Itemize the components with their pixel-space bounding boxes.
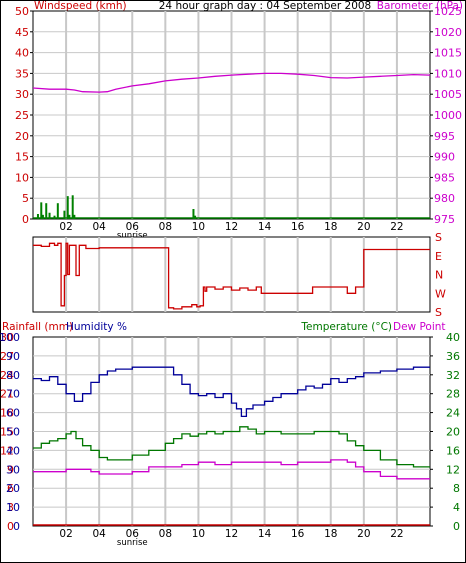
rainfall-y-tick-label: 9: [7, 463, 14, 476]
temp-x-tick-label: 08: [159, 528, 172, 540]
barometer-y-tick-label: 980: [434, 192, 455, 205]
temperature-y-tick-label: 36: [446, 350, 460, 363]
temp-x-tick-label: 10: [192, 528, 205, 540]
temp-x-tick-label: 02: [59, 528, 72, 540]
temperature-y-tick-label: 4: [453, 501, 460, 514]
humidity-y-tick-label: 40: [6, 444, 20, 457]
rainfall-y-tick-label: 30: [0, 331, 14, 344]
temperature-line: [33, 426, 430, 468]
direction-label-s: S: [435, 306, 442, 319]
windspeed-y-tick-label: 40: [15, 47, 29, 60]
temp-x-tick-label: 16: [291, 528, 305, 540]
barometer-y-tick-label: 1020: [434, 26, 462, 39]
humidity-y-tick-label: 70: [6, 388, 20, 401]
rainfall-y-tick-label: 6: [7, 482, 14, 495]
direction-label-w: W: [435, 287, 446, 300]
wind-x-tick-label: 18: [324, 221, 337, 233]
barometer-y-tick-label: 995: [434, 130, 455, 143]
temperature-y-tick-label: 32: [446, 369, 460, 382]
rainfall-axis-title: Rainfall (mm): [2, 321, 73, 333]
humidity-y-tick-label: 20: [6, 482, 20, 495]
humidity-y-tick-label: 100: [0, 331, 20, 344]
direction-label-s: S: [435, 231, 442, 244]
rainfall-y-tick-label: 21: [0, 388, 14, 401]
windspeed-y-tick-label: 50: [15, 5, 29, 18]
barometer-y-tick-label: 990: [434, 151, 455, 164]
rainfall-y-tick-label: 0: [7, 520, 14, 533]
graph-title: 24 hour graph day : 04 September 2008: [159, 0, 371, 12]
temp-x-tick-label: 22: [390, 528, 403, 540]
windspeed-y-tick-label: 20: [15, 130, 29, 143]
temp-x-tick-label: 06: [126, 528, 140, 540]
barometer-y-tick-label: 1015: [434, 47, 462, 60]
temp-sunrise-label: sunrise: [117, 538, 148, 548]
wind-x-tick-label: 10: [192, 221, 205, 233]
barometer-y-tick-label: 1005: [434, 88, 462, 101]
dewpoint-axis-title: Dew Point: [393, 321, 446, 333]
direction-label-n: N: [435, 269, 443, 282]
windspeed-y-tick-label: 5: [22, 192, 29, 205]
temp-x-tick-label: 20: [357, 528, 370, 540]
wind-x-tick-label: 12: [225, 221, 238, 233]
wind-direction-line: [33, 242, 430, 310]
barometer-axis-title: Barometer (hPa): [377, 0, 463, 12]
windspeed-y-tick-label: 15: [15, 151, 29, 164]
barometer-y-tick-label: 1010: [434, 67, 462, 80]
rainfall-y-tick-label: 27: [0, 350, 14, 363]
windspeed-y-tick-label: 35: [15, 67, 29, 80]
rainfall-y-tick-label: 3: [7, 501, 14, 514]
temperature-axis-title: Temperature (°C): [300, 321, 392, 333]
temperature-y-tick-label: 24: [446, 407, 460, 420]
direction-label-e: E: [435, 250, 442, 263]
barometer-y-tick-label: 1025: [434, 5, 462, 18]
humidity-y-tick-label: 50: [6, 426, 20, 439]
temperature-y-tick-label: 20: [446, 426, 460, 439]
barometer-y-tick-label: 985: [434, 171, 455, 184]
windspeed-y-tick-label: 0: [22, 213, 29, 226]
wind-x-tick-label: 22: [390, 221, 403, 233]
wind-sunrise-label: sunrise: [117, 231, 148, 241]
temp-x-tick-label: 12: [225, 528, 238, 540]
windspeed-axis-title: Windspeed (kmh): [34, 0, 127, 12]
humidity-y-tick-label: 80: [6, 369, 20, 382]
windspeed-y-tick-label: 25: [15, 109, 29, 122]
wind-x-tick-label: 02: [59, 221, 72, 233]
windspeed-y-tick-label: 30: [15, 88, 29, 101]
windspeed-y-tick-label: 10: [15, 171, 29, 184]
wind-x-tick-label: 16: [291, 221, 305, 233]
temp-x-tick-label: 18: [324, 528, 337, 540]
rainfall-y-tick-label: 18: [0, 407, 14, 420]
temp-x-tick-label: 04: [92, 528, 106, 540]
barometer-y-tick-label: 975: [434, 213, 455, 226]
temp-x-tick-label: 14: [258, 528, 272, 540]
windspeed-y-tick-label: 45: [15, 26, 29, 39]
temperature-y-tick-label: 12: [446, 463, 460, 476]
humidity-y-tick-label: 30: [6, 463, 20, 476]
rainfall-y-tick-label: 24: [0, 369, 14, 382]
humidity-line: [33, 366, 430, 418]
humidity-y-tick-label: 90: [6, 350, 20, 363]
humidity-axis-title: Humidity %: [66, 321, 127, 333]
temperature-y-tick-label: 40: [446, 331, 460, 344]
rainfall-y-tick-label: 15: [0, 426, 14, 439]
wind-x-tick-label: 08: [159, 221, 172, 233]
humidity-y-tick-label: 10: [6, 501, 20, 514]
barometer-line: [32, 72, 431, 93]
wind-x-tick-label: 14: [258, 221, 272, 233]
rainfall-y-tick-label: 12: [0, 444, 14, 457]
temperature-y-tick-label: 8: [453, 482, 460, 495]
wind-x-tick-label: 06: [126, 221, 140, 233]
humidity-y-tick-label: 60: [6, 407, 20, 420]
dewpoint-line: [33, 459, 430, 480]
temperature-y-tick-label: 28: [446, 388, 460, 401]
barometer-y-tick-label: 1000: [434, 109, 462, 122]
humidity-y-tick-label: 0: [13, 520, 20, 533]
wind-x-tick-label: 04: [92, 221, 106, 233]
temperature-y-tick-label: 0: [453, 520, 460, 533]
wind-x-tick-label: 20: [357, 221, 370, 233]
temperature-y-tick-label: 16: [446, 444, 460, 457]
